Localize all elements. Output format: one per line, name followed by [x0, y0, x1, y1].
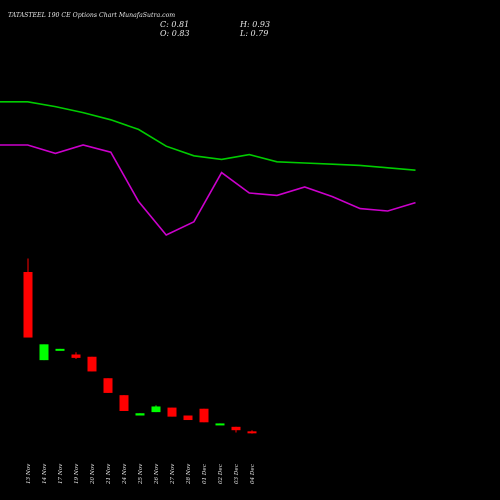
candle-13-nov	[23, 258, 33, 338]
x-tick-label: 24 Nov	[122, 463, 128, 485]
candle-body-up	[151, 406, 161, 413]
moving-averages	[0, 101, 416, 236]
candle-body-down	[247, 431, 257, 434]
candles	[23, 258, 257, 434]
x-tick-label: 27 Nov	[170, 463, 176, 485]
x-tick-label: 20 Nov	[90, 463, 96, 485]
x-tick-label: 26 Nov	[154, 463, 160, 485]
x-tick-label: 14 Nov	[42, 463, 48, 484]
x-tick-label: 03 Dec	[234, 463, 240, 484]
candle-17-nov	[55, 348, 65, 351]
candle-26-nov	[151, 405, 161, 413]
candle-27-nov	[167, 407, 177, 417]
x-axis-labels: 13 Nov 14 Nov 17 Nov 19 Nov 20 Nov 21 Nov 24 N…	[26, 463, 256, 485]
x-tick-label: 17 Nov	[58, 463, 64, 484]
candle-01-dec	[199, 408, 209, 423]
candle-25-nov	[135, 413, 145, 416]
candle-20-nov	[87, 356, 97, 372]
candle-body-up	[135, 413, 145, 416]
ma-slow-line	[0, 101, 416, 171]
x-tick-label: 25 Nov	[138, 463, 144, 485]
close-value: C: 0.81	[160, 20, 189, 29]
high-value: H: 0.93	[239, 20, 270, 29]
candle-21-nov	[103, 378, 113, 393]
candle-body-up	[55, 348, 65, 351]
candle-03-dec	[231, 426, 241, 433]
low-value: L: 0.79	[239, 29, 268, 38]
ma-fast-line	[0, 144, 416, 236]
x-tick-label: 28 Nov	[186, 463, 192, 485]
candle-body-up	[215, 423, 225, 426]
candle-28-nov	[183, 415, 193, 421]
open-value: O: 0.83	[160, 29, 190, 38]
candle-04-dec	[247, 430, 257, 434]
x-tick-label: 19 Nov	[74, 463, 80, 484]
candle-14-nov	[39, 344, 49, 361]
x-tick-label: 13 Nov	[26, 463, 32, 484]
x-tick-label: 04 Dec	[250, 463, 256, 484]
candle-body-down	[231, 426, 241, 431]
candle-body-down	[71, 354, 81, 358]
candle-24-nov	[119, 395, 129, 411]
candle-body-down	[119, 395, 129, 411]
candle-19-nov	[71, 352, 81, 360]
candle-body-down	[183, 415, 193, 421]
candle-body-down	[23, 272, 33, 338]
candle-02-dec	[215, 423, 225, 426]
candle-body-down	[199, 408, 209, 423]
candle-body-down	[87, 356, 97, 372]
x-tick-label: 21 Nov	[106, 463, 112, 485]
chart-title: TATASTEEL 190 CE Options Chart MunafaSut…	[8, 12, 175, 19]
candle-body-up	[39, 344, 49, 361]
candle-body-down	[103, 378, 113, 393]
x-tick-label: 01 Dec	[202, 463, 208, 484]
x-tick-label: 02 Dec	[218, 463, 224, 484]
candle-body-down	[167, 407, 177, 417]
